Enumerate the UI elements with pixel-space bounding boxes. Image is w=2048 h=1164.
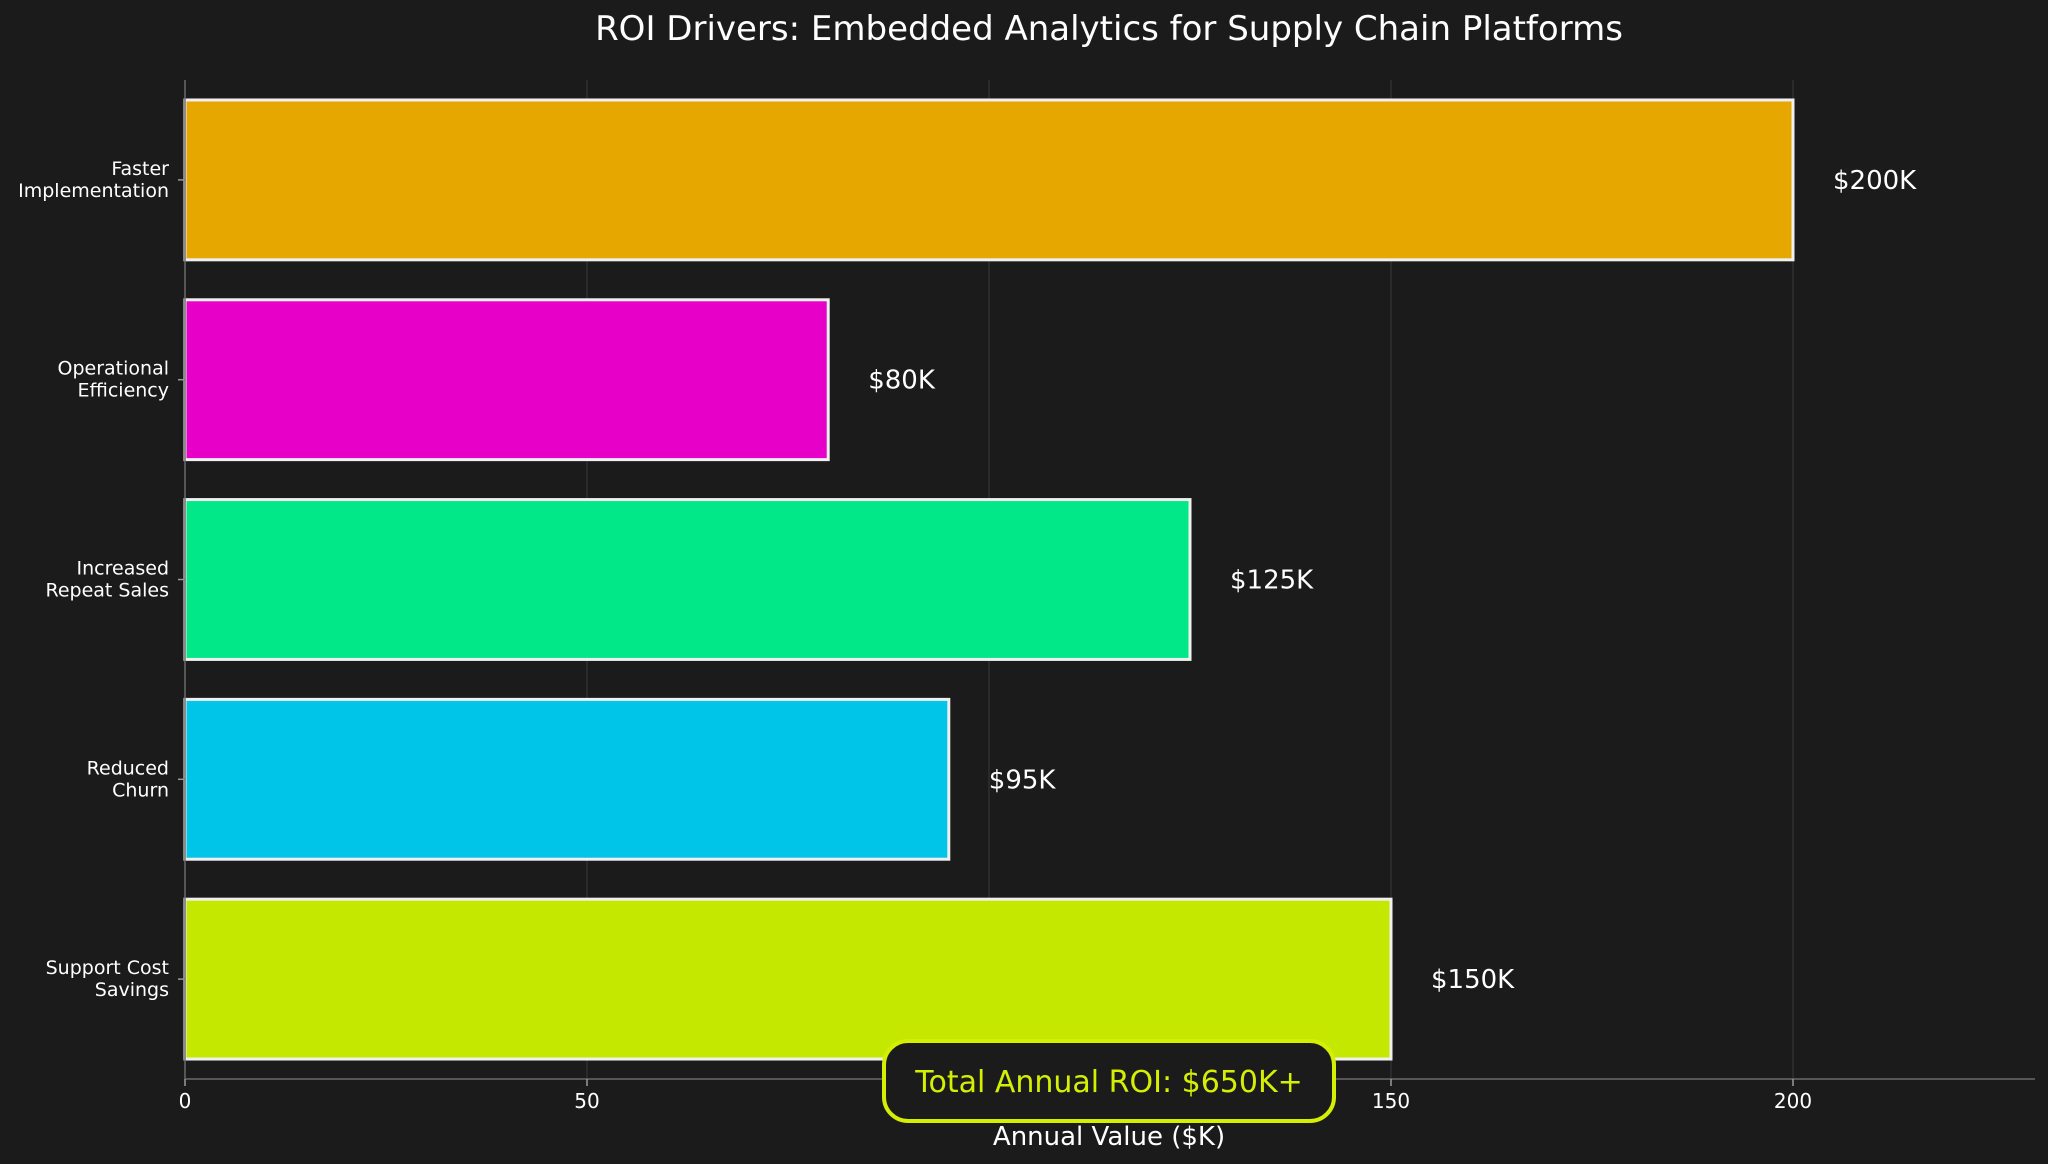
total-roi-box (882, 1039, 1336, 1123)
value-label: $80K (868, 366, 936, 396)
value-label: $200K (1833, 166, 1917, 196)
value-label: $150K (1431, 965, 1515, 995)
total-roi-text: Total Annual ROI: $650K+ (914, 1065, 1303, 1100)
value-label: $95K (989, 765, 1057, 795)
category-label: Repeat Sales (46, 580, 170, 602)
x-axis-title: Annual Value ($K) (993, 1122, 1225, 1152)
x-tick-label: 50 (574, 1089, 599, 1113)
x-tick-label: 0 (179, 1089, 192, 1113)
category-label: Increased (77, 558, 169, 580)
bar-faster-implementation (183, 98, 1795, 262)
category-label: Faster (111, 158, 169, 180)
bar-support-cost-savings (183, 897, 1393, 1061)
category-label: Efficiency (77, 380, 169, 402)
category-label: Savings (95, 979, 169, 1001)
category-label: Operational (58, 358, 169, 380)
category-label: Churn (112, 779, 169, 801)
bar-increased-repeat-sales (183, 498, 1192, 661)
chart-title: ROI Drivers: Embedded Analytics for Supp… (595, 9, 1623, 49)
x-tick-label: 200 (1774, 1089, 1812, 1113)
bar-operational-efficiency (183, 298, 830, 462)
bars (183, 98, 1795, 1061)
category-label: Support Cost (46, 957, 169, 979)
category-label: Reduced (87, 757, 169, 779)
category-label: Implementation (18, 180, 169, 202)
x-tick-label: 150 (1372, 1089, 1410, 1113)
value-label: $125K (1230, 566, 1314, 596)
bar-reduced-churn (183, 697, 951, 861)
total-roi-callout: Total Annual ROI: $650K+ (882, 1039, 1336, 1123)
